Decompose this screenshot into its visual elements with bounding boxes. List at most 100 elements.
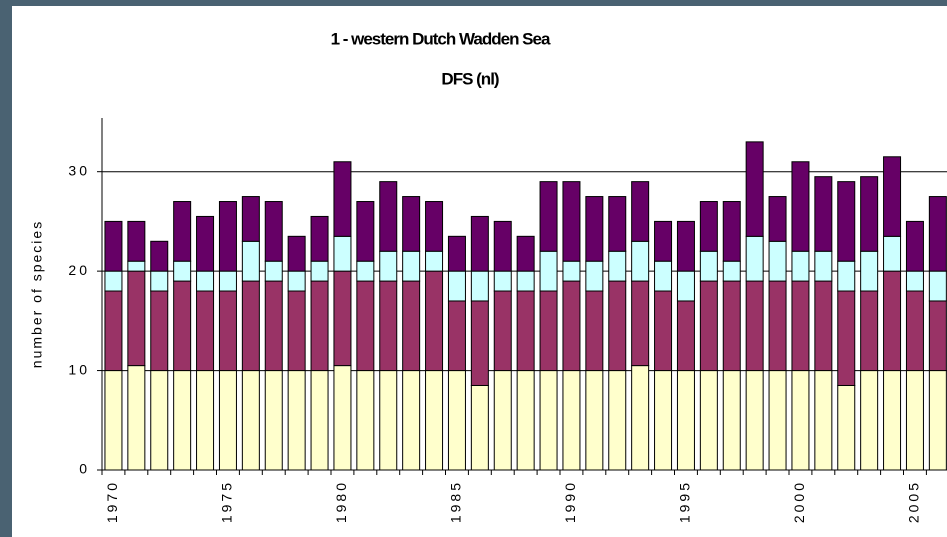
bar-segment: [218, 270, 237, 292]
bar-segment: [264, 370, 283, 471]
bar-segment: [150, 370, 169, 471]
bar-segment: [218, 201, 237, 272]
bar-segment: [196, 215, 215, 272]
bar-segment: [493, 220, 512, 272]
bar-segment: [196, 290, 215, 372]
bar-segment: [676, 270, 695, 302]
bar-segment: [883, 235, 902, 272]
bar-segment: [104, 220, 123, 272]
bar-segment: [310, 215, 329, 262]
bar-segment: [493, 370, 512, 471]
bar-segment: [425, 370, 444, 471]
bar-segment: [493, 270, 512, 292]
bar-segment: [470, 384, 489, 471]
bar-segment: [425, 270, 444, 372]
bar-segment: [814, 176, 833, 252]
bar-segment: [425, 250, 444, 272]
bar-segment: [173, 201, 192, 262]
bar-segment: [814, 370, 833, 471]
bar-segment: [241, 240, 260, 282]
bar-segment: [516, 370, 535, 471]
bar-segment: [447, 270, 466, 302]
bar-segment: [722, 370, 741, 471]
bar-segment: [837, 384, 856, 471]
bar-segment: [173, 280, 192, 372]
bar-segment: [676, 370, 695, 471]
bar-segment: [127, 260, 146, 272]
x-tick-label: 1990: [562, 480, 578, 523]
bar-segment: [768, 196, 787, 242]
bar-segment: [104, 370, 123, 471]
bar-segment: [745, 141, 764, 237]
x-tick-label: 1975: [219, 480, 235, 523]
bar-segment: [562, 370, 581, 471]
bar-segment: [447, 370, 466, 471]
bar-segment: [562, 280, 581, 372]
bar-segment: [241, 196, 260, 242]
bar-segment: [585, 260, 604, 292]
bar-segment: [470, 270, 489, 302]
bar-segment: [333, 365, 352, 471]
bar-segment: [768, 370, 787, 471]
bar-segment: [264, 280, 283, 372]
x-tick-label: 2005: [906, 480, 922, 523]
bar-segment: [699, 280, 718, 372]
bar-segment: [860, 370, 879, 471]
bar-segment: [402, 196, 421, 252]
bar-segment: [150, 240, 169, 272]
bar-segment: [654, 220, 673, 262]
bar-segment: [173, 260, 192, 282]
bar-segment: [539, 181, 558, 252]
bar-segment: [699, 201, 718, 252]
bar-segment: [516, 270, 535, 292]
x-tick-label: 1995: [677, 480, 693, 523]
bar-segment: [287, 370, 306, 471]
bar-segment: [402, 280, 421, 372]
bar-segment: [150, 290, 169, 372]
bar-segment: [218, 370, 237, 471]
bar-segment: [608, 280, 627, 372]
bar-segment: [722, 280, 741, 372]
bar-segment: [883, 370, 902, 471]
bar-segment: [791, 280, 810, 372]
bar-segment: [883, 270, 902, 372]
bar-segment: [127, 220, 146, 262]
bar-segment: [928, 370, 947, 471]
bar-segment: [928, 270, 947, 302]
bar-segment: [676, 300, 695, 372]
bar-segment: [470, 300, 489, 386]
bar-segment: [264, 201, 283, 262]
bar-segment: [264, 260, 283, 282]
bar-segment: [310, 260, 329, 282]
bar-segment: [837, 290, 856, 386]
bar-segment: [104, 270, 123, 292]
bar-segment: [287, 235, 306, 272]
bar-segment: [196, 370, 215, 471]
bar-segment: [310, 370, 329, 471]
bar-segment: [333, 161, 352, 237]
y-tick-label: 0: [79, 461, 90, 477]
bar-segment: [837, 181, 856, 262]
bar-segment: [539, 290, 558, 372]
bar-segment: [470, 215, 489, 272]
bar-segment: [104, 290, 123, 372]
bar-segment: [860, 290, 879, 372]
bar-segment: [127, 365, 146, 471]
bar-segment: [539, 370, 558, 471]
bar-segment: [791, 370, 810, 471]
bar-segment: [196, 270, 215, 292]
chart-subtitle: DFS (nl): [441, 69, 498, 88]
bar-segment: [860, 176, 879, 252]
bar-segment: [356, 260, 375, 282]
bar-segment: [745, 370, 764, 471]
bar-segment: [608, 250, 627, 282]
bar-segment: [654, 370, 673, 471]
x-tick-label: 2000: [791, 480, 807, 523]
bar-segment: [928, 196, 947, 272]
bar-segment: [516, 235, 535, 272]
bar-segment: [356, 280, 375, 372]
bar-segment: [173, 370, 192, 471]
bar-segment: [905, 220, 924, 272]
y-tick-label: 30: [68, 162, 90, 178]
bar-segment: [402, 250, 421, 282]
